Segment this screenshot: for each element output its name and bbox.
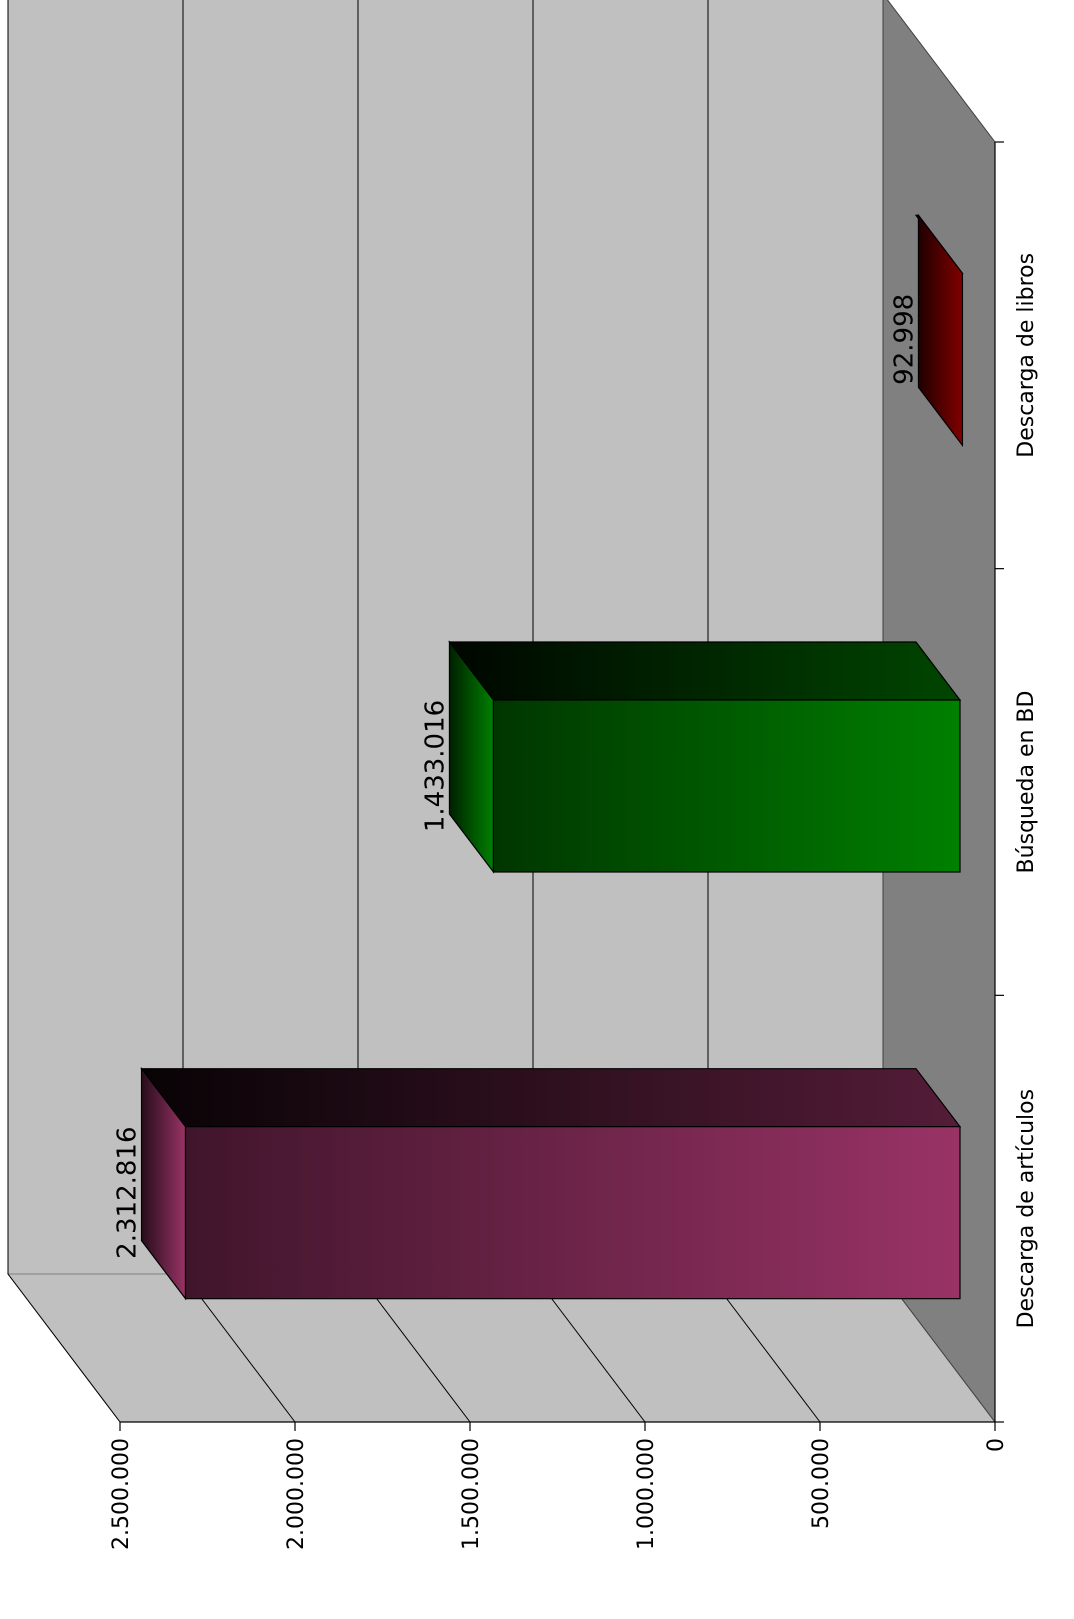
gridline-side — [7, 1273, 121, 1423]
value-tick-label: 2.000.000 — [284, 1438, 309, 1550]
category-label: Descarga de libros — [1014, 253, 1039, 458]
bar-side-face — [448, 641, 962, 701]
value-tick-label: 0 — [984, 1438, 1009, 1452]
data-label: 92.998 — [889, 294, 919, 385]
value-tick-label: 2.500.000 — [109, 1438, 134, 1550]
data-label: 2.312.816 — [113, 1127, 143, 1259]
bar-side-face — [140, 1068, 962, 1128]
value-tick-label: 500.000 — [809, 1438, 834, 1529]
category-label: Búsqueda en BD — [1014, 691, 1039, 874]
value-tick-label: 1.000.000 — [634, 1438, 659, 1550]
value-tick-label: 1.500.000 — [459, 1438, 484, 1550]
bar — [184, 1126, 961, 1300]
bar-top-face — [917, 213, 964, 448]
category-label: Descarga de artículos — [1014, 1089, 1039, 1328]
bar — [492, 699, 961, 873]
data-label: 1.433.016 — [420, 700, 450, 832]
